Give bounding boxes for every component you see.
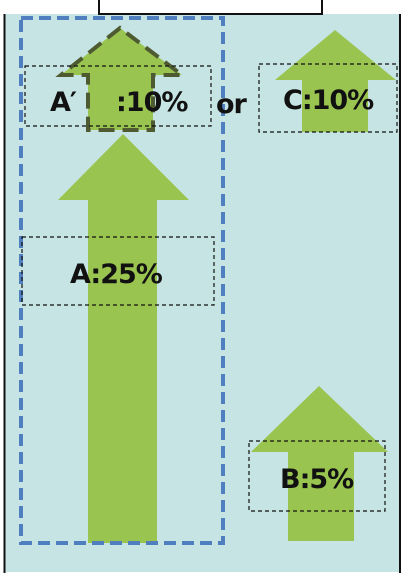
arrow-a-prime-outline <box>55 25 188 132</box>
label-box-c <box>258 63 398 133</box>
label-a-prime-value: :10% <box>116 87 188 118</box>
label-box-b <box>248 440 386 512</box>
label-a: A:25% <box>70 259 163 290</box>
label-box-a <box>21 236 215 306</box>
arrow-b <box>251 386 388 541</box>
label-c: C:10% <box>283 85 374 116</box>
label-box-a-prime <box>24 65 212 127</box>
arrow-a <box>58 134 189 543</box>
arrow-c <box>275 30 396 132</box>
header-box <box>98 0 323 15</box>
group-a-dashed-box <box>19 16 225 545</box>
label-or: or <box>216 89 247 120</box>
label-b: B:5% <box>280 464 354 495</box>
label-a-prime: A′ <box>50 87 77 118</box>
